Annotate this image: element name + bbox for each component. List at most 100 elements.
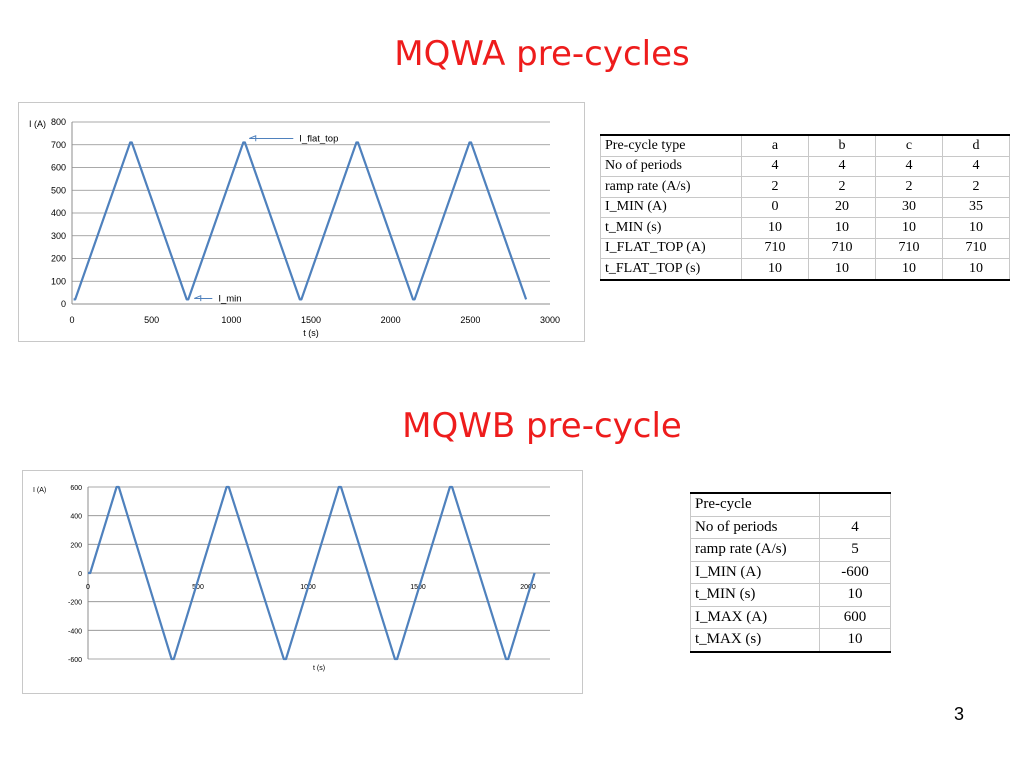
y-tick-label: 500 [51, 185, 66, 195]
mqwb-table-row-label: t_MAX (s) [690, 628, 820, 653]
mqwb-table-row-label: Pre-cycle [690, 492, 820, 517]
mqwa-table-cell: 2 [875, 176, 943, 198]
mqwa-chart-svg: 0 100 200 300 400 500 600 700 800 0 500 1000 1500 200… [29, 117, 560, 338]
y-tick-label: 0 [78, 571, 82, 578]
annotation-arrowhead [194, 294, 202, 302]
y-tick-label: 400 [51, 208, 66, 218]
mqwa-table-cell: 4 [875, 156, 943, 177]
page-number: 3 [953, 704, 964, 724]
mqwa-table-cell: 710 [741, 238, 809, 259]
mqwa-table-row: Pre-cycle type a b c d [600, 134, 1010, 157]
mqwb-table-row: No of periods 4 [690, 516, 891, 539]
mqwa-table-cell: 4 [942, 156, 1010, 177]
mqwa-table-cell: 10 [942, 217, 1010, 239]
x-tick-label: 2500 [460, 315, 480, 325]
mqwa-table-cell: 2 [808, 176, 876, 198]
mqwb-table-cell: 10 [819, 628, 891, 653]
section-b-title: MQWB pre-cycle [402, 406, 682, 446]
mqwa-table-row-label: t_FLAT_TOP (s) [600, 258, 742, 281]
mqwb-table-row-label: I_MIN (A) [690, 561, 820, 584]
mqwb-parameter-table: Pre-cycle No of periods 4 ramp rate (A/s) 5 I… [690, 492, 891, 653]
mqwa-table-cell: 710 [875, 238, 943, 259]
mqwa-table-cell: 10 [808, 258, 876, 281]
mqwa-table-cell: b [808, 134, 876, 157]
x-axis-title: t (s) [303, 328, 319, 338]
mqwb-table-row-label: t_MIN (s) [690, 583, 820, 607]
mqwa-table-cell: 10 [942, 258, 1010, 281]
y-tick-label: -600 [68, 657, 82, 664]
mqwa-table-cell: a [741, 134, 809, 157]
mqwb-table-cell [819, 492, 891, 517]
mqwa-table-row: ramp rate (A/s) 2 2 2 2 [600, 176, 1010, 198]
y-axis-title: I (A) [33, 487, 46, 494]
mqwb-table-row: t_MAX (s) 10 [690, 628, 891, 653]
mqwb-table-cell: 600 [819, 606, 891, 629]
mqwb-table-cell: 10 [819, 583, 891, 607]
mqwb-table-row: Pre-cycle [690, 492, 891, 517]
mqwa-table-row-label: I_FLAT_TOP (A) [600, 238, 742, 259]
x-tick-label: 1000 [221, 315, 241, 325]
mqwb-table-cell: -600 [819, 561, 891, 584]
x-axis-title: t (s) [313, 665, 325, 672]
annotation-arrowhead [249, 134, 257, 142]
mqwb-table-row-label: I_MAX (A) [690, 606, 820, 629]
mqwa-table-cell: 10 [808, 217, 876, 239]
mqwa-table-cell: 2 [942, 176, 1010, 198]
mqwa-table-cell: 4 [808, 156, 876, 177]
y-tick-label: 600 [70, 485, 82, 492]
mqwa-table-row: I_MIN (A) 0 20 30 35 [600, 197, 1010, 218]
mqwa-table-cell: 35 [942, 197, 1010, 218]
x-tick-label: 3000 [540, 315, 560, 325]
x-tick-label: 2000 [520, 584, 536, 591]
x-tick-label: 500 [192, 584, 204, 591]
y-tick-label: 800 [51, 117, 66, 127]
x-tick-label: 500 [144, 315, 159, 325]
mqwb-table-row-label: No of periods [690, 516, 820, 539]
section-a-title: MQWA pre-cycles [394, 34, 690, 74]
mqwa-table-cell: 20 [808, 197, 876, 218]
mqwa-table-row-label: I_MIN (A) [600, 197, 742, 218]
y-tick-label: 700 [51, 140, 66, 150]
mqwa-table-row-label: t_MIN (s) [600, 217, 742, 239]
y-tick-label: 400 [70, 514, 82, 521]
y-tick-label: 600 [51, 163, 66, 173]
x-tick-label: 0 [69, 315, 74, 325]
y-tick-label: 0 [61, 299, 66, 309]
y-tick-label: -200 [68, 600, 82, 607]
mqwa-table-cell: 0 [741, 197, 809, 218]
mqwa-table-cell: 30 [875, 197, 943, 218]
series-line [73, 141, 528, 301]
annotation-min-label: I_min [218, 293, 241, 304]
mqwa-table-cell: d [942, 134, 1010, 157]
mqwb-table-cell: 4 [819, 516, 891, 539]
mqwa-table-cell: c [875, 134, 943, 157]
x-tick-label: 1500 [301, 315, 321, 325]
y-tick-label: 100 [51, 276, 66, 286]
mqwa-table-row: I_FLAT_TOP (A) 710 710 710 710 [600, 238, 1010, 259]
mqwa-table-cell: 10 [741, 217, 809, 239]
mqwa-table-cell: 10 [741, 258, 809, 281]
mqwa-table-cell: 710 [942, 238, 1010, 259]
series-line [88, 485, 536, 661]
mqwa-table-cell: 10 [875, 217, 943, 239]
mqwb-table-row: I_MIN (A) -600 [690, 561, 891, 584]
y-tick-label: 200 [51, 254, 66, 264]
mqwa-table-cell: 10 [875, 258, 943, 281]
mqwb-table-cell: 5 [819, 538, 891, 562]
mqwa-table-cell: 4 [741, 156, 809, 177]
x-tick-label: 2000 [381, 315, 401, 325]
mqwb-table-row: I_MAX (A) 600 [690, 606, 891, 629]
mqwa-table-row: t_MIN (s) 10 10 10 10 [600, 217, 1010, 239]
mqwa-table-row-label: Pre-cycle type [600, 134, 742, 157]
mqwb-chart: -600 -400 -200 0 200 400 600 0 500 1000 1500 2000 I … [22, 470, 583, 694]
mqwa-parameter-table: Pre-cycle type a b c d No of periods 4 4 4 4 ramp … [600, 134, 1010, 281]
mqwb-table-row: t_MIN (s) 10 [690, 583, 891, 607]
x-tick-label: 0 [86, 584, 90, 591]
annotation-flat-top-label: I_flat_top [299, 133, 338, 144]
mqwb-table-row: ramp rate (A/s) 5 [690, 538, 891, 562]
mqwa-table-row-label: ramp rate (A/s) [600, 176, 742, 198]
y-tick-label: 300 [51, 231, 66, 241]
mqwa-chart: 0 100 200 300 400 500 600 700 800 0 500 1000 1500 200… [18, 102, 585, 342]
y-tick-label: 200 [70, 542, 82, 549]
